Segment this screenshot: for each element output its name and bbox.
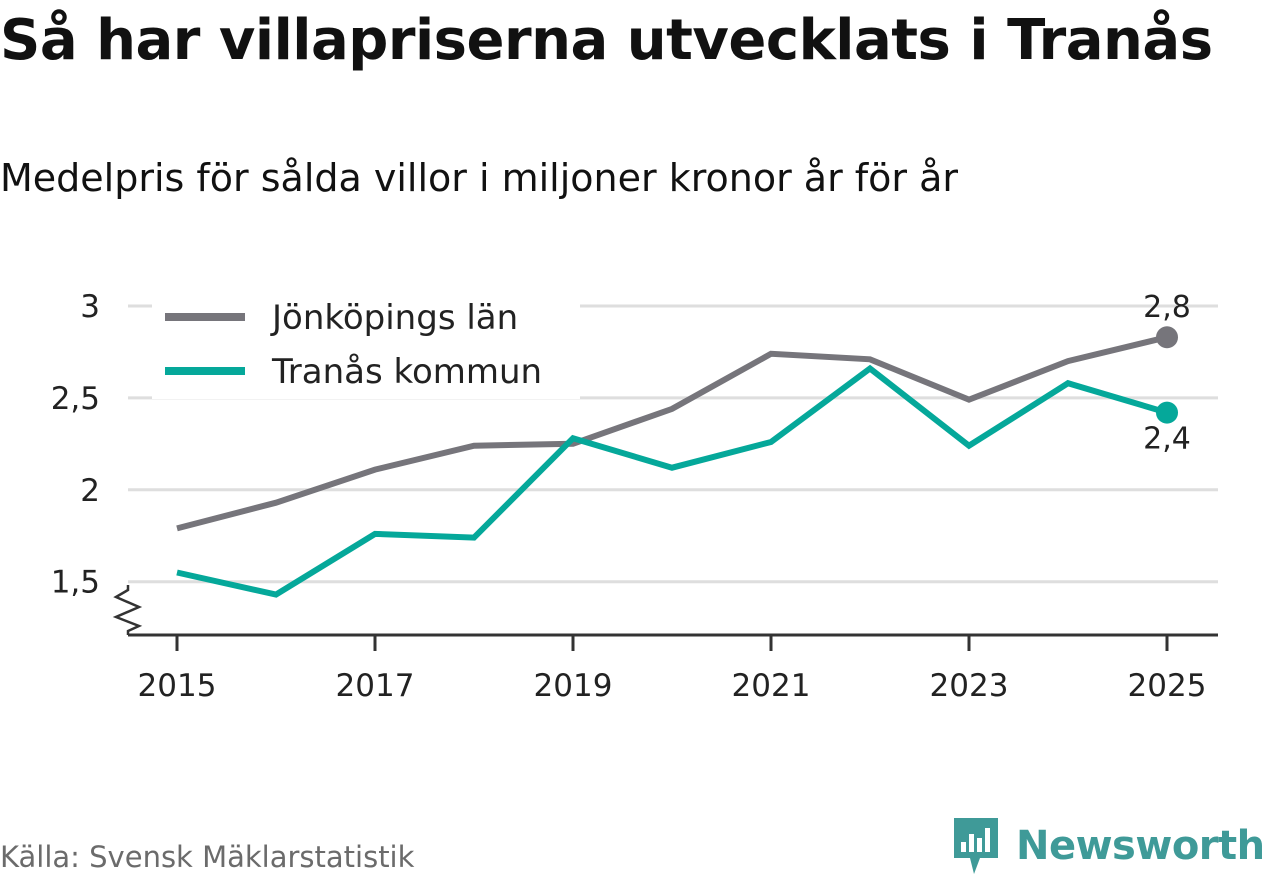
axis-break-icon bbox=[112, 585, 143, 635]
series-line-tranas-kommun bbox=[176, 364, 1168, 598]
end-point-marker bbox=[1156, 401, 1178, 424]
y-tick-label: 2,5 bbox=[51, 381, 100, 417]
y-tick-label: 2 bbox=[80, 473, 100, 509]
end-value-label: 2,8 bbox=[1143, 290, 1191, 325]
newsworthy-logo: Newsworthy bbox=[950, 818, 1262, 874]
chart-title: Så har villapriserna utvecklats i Tranås bbox=[0, 8, 1213, 73]
source-note: Källa: Svensk Mäklarstatistik bbox=[0, 840, 415, 874]
line-chart: 1,5 2 2,5 3 2015 2017 2019 2021 2023 2025 Jönköp… bbox=[51, 289, 1218, 704]
y-tick-label: 1,5 bbox=[51, 565, 100, 601]
end-value-label: 2,4 bbox=[1143, 422, 1191, 457]
newsworthy-logo-icon bbox=[954, 818, 998, 874]
series-line-jonkopings-lan bbox=[176, 334, 1168, 532]
x-tick-label: 2019 bbox=[534, 668, 613, 704]
y-tick-label: 3 bbox=[80, 289, 100, 325]
end-point-marker bbox=[1156, 326, 1178, 349]
newsworthy-logo-text: Newsworthy bbox=[1016, 823, 1262, 869]
legend: Jönköpings län Tranås kommun bbox=[152, 289, 580, 399]
x-tick-label: 2017 bbox=[336, 668, 415, 704]
chart-subtitle: Medelpris för sålda villor i miljoner kr… bbox=[0, 156, 959, 200]
x-tick-label: 2023 bbox=[930, 668, 1009, 704]
x-axis: 2015 2017 2019 2021 2023 2025 bbox=[112, 585, 1218, 704]
end-value-labels: 2,8 2,4 bbox=[1143, 290, 1191, 456]
legend-label: Tranås kommun bbox=[271, 352, 542, 392]
x-tick-label: 2025 bbox=[1128, 668, 1207, 704]
x-tick-label: 2015 bbox=[138, 668, 217, 704]
series-lines bbox=[176, 326, 1178, 598]
y-axis-tick-labels: 1,5 2 2,5 3 bbox=[51, 289, 100, 601]
legend-label: Jönköpings län bbox=[270, 298, 518, 338]
x-tick-label: 2021 bbox=[732, 668, 811, 704]
